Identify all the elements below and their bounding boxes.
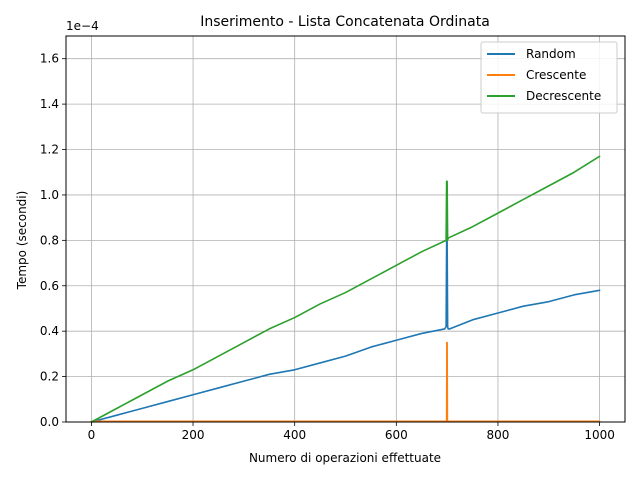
- y-tick-label: 0.4: [40, 324, 59, 338]
- chart-title: Inserimento - Lista Concatenata Ordinata: [200, 14, 490, 30]
- legend-label-random: Random: [526, 47, 576, 61]
- y-tick-label: 1.2: [40, 143, 59, 157]
- y-tick-label: 0.2: [40, 370, 59, 384]
- series-layer: [90, 155, 601, 423]
- x-axis: 0 200 400 600 800 1000: [88, 422, 615, 442]
- y-tick-label: 0.8: [40, 233, 59, 247]
- y-tick-label: 0.6: [40, 279, 59, 293]
- y-axis: 0.0 0.2 0.4 0.6 0.8 1.0 1.2 1.4 1.6: [40, 52, 66, 429]
- legend-label-crescente: Crescente: [526, 68, 586, 82]
- x-tick-label: 0: [88, 428, 96, 442]
- plot-frame: [65, 35, 626, 423]
- y-tick-label: 0.0: [40, 415, 59, 429]
- legend-label-decrescente: Decrescente: [526, 89, 601, 103]
- x-axis-label: Numero di operazioni effettuate: [249, 451, 441, 465]
- x-tick-label: 200: [182, 428, 205, 442]
- y-tick-label: 1.0: [40, 188, 59, 202]
- grid: [66, 36, 625, 423]
- legend: Random Crescente Decrescente: [480, 41, 618, 114]
- series-line-crescente: [90, 341, 601, 423]
- y-tick-label: 1.6: [40, 52, 59, 66]
- y-tick-label: 1.4: [40, 97, 59, 111]
- series-line-decrescente: [90, 155, 601, 423]
- y-axis-label: Tempo (secondi): [15, 191, 29, 291]
- x-tick-label: 1000: [584, 428, 615, 442]
- x-tick-label: 600: [385, 428, 408, 442]
- x-tick-label: 800: [487, 428, 510, 442]
- x-tick-label: 400: [283, 428, 306, 442]
- y-offset-label: 1e−4: [66, 19, 99, 33]
- series-line-random: [90, 239, 601, 423]
